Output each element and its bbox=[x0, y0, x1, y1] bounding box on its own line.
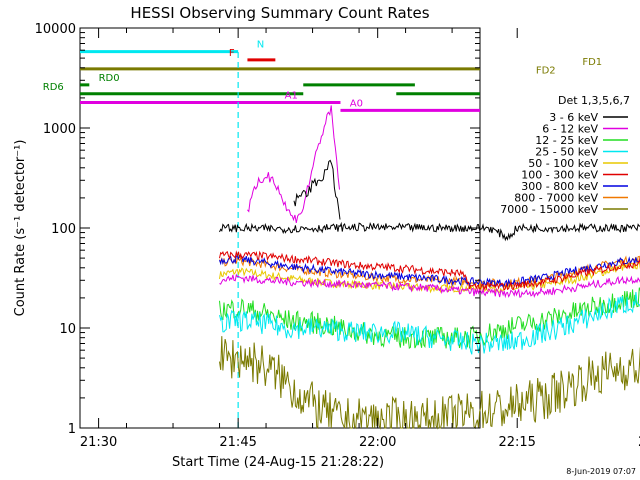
y-axis-ticks: 1 10 100 1000 10000 bbox=[35, 22, 480, 437]
series-line-3 bbox=[219, 250, 640, 292]
series-line-8 bbox=[219, 336, 640, 430]
series-line-5 bbox=[219, 287, 640, 350]
vertical-markers bbox=[237, 52, 239, 428]
flag-label-a0: A0 bbox=[350, 98, 363, 109]
legend-title: Det 1,3,5,6,7 bbox=[558, 94, 630, 107]
x-tick-label: 21:45 bbox=[219, 435, 256, 450]
x-axis-label: Start Time (24-Aug-15 21:28:22) bbox=[172, 455, 384, 470]
y-tick-label: 10000 bbox=[35, 22, 76, 37]
x-tick-label: 21:30 bbox=[80, 435, 117, 450]
legend-label: 800 - 7000 keV bbox=[514, 192, 598, 205]
legend-label: 3 - 6 keV bbox=[549, 111, 598, 124]
flag-label-n: N bbox=[257, 40, 264, 51]
legend-label: 12 - 25 keV bbox=[535, 134, 598, 147]
chart-title: HESSI Observing Summary Count Rates bbox=[130, 4, 429, 22]
flag-lines: NFSFD1FD2RD0RD6A1A0 bbox=[43, 40, 602, 112]
legend-label: 25 - 50 keV bbox=[535, 146, 598, 159]
legend-label: 7000 - 15000 keV bbox=[500, 203, 598, 216]
series-line-6 bbox=[219, 292, 640, 355]
spike-line-0 bbox=[247, 105, 340, 223]
legend-label: 50 - 100 keV bbox=[528, 157, 598, 170]
x-tick-label: 22:00 bbox=[359, 435, 396, 450]
y-tick-label: 100 bbox=[51, 222, 76, 237]
x-tick-label: 22:15 bbox=[498, 435, 535, 450]
y-tick-label: 1000 bbox=[43, 122, 76, 137]
y-tick-label: 1 bbox=[68, 422, 76, 437]
series-line-7 bbox=[219, 221, 640, 242]
x-tick-label: 22:30 bbox=[638, 435, 640, 450]
y-axis-label: Count Rate (s⁻¹ detector⁻¹) bbox=[13, 140, 28, 317]
flag-label-rd6: RD6 bbox=[43, 82, 64, 93]
series-line-2 bbox=[219, 254, 640, 289]
flag-label-fd1: FD1 bbox=[582, 57, 602, 68]
y-tick-label: 10 bbox=[59, 322, 76, 337]
legend-label: 300 - 800 keV bbox=[521, 180, 598, 193]
flag-label-a1: A1 bbox=[285, 90, 298, 101]
series-group bbox=[219, 105, 640, 430]
legend-label: 6 - 12 keV bbox=[542, 123, 598, 136]
spike-line-1 bbox=[293, 159, 341, 220]
footer-timestamp: 8-Jun-2019 07:07 bbox=[566, 467, 636, 476]
flag-label-rd0: RD0 bbox=[99, 73, 120, 84]
flag-label-fd2: FD2 bbox=[536, 65, 556, 76]
flag-label-f: F bbox=[229, 48, 235, 59]
series-line-4 bbox=[219, 273, 640, 299]
legend-label: 100 - 300 keV bbox=[521, 169, 598, 182]
